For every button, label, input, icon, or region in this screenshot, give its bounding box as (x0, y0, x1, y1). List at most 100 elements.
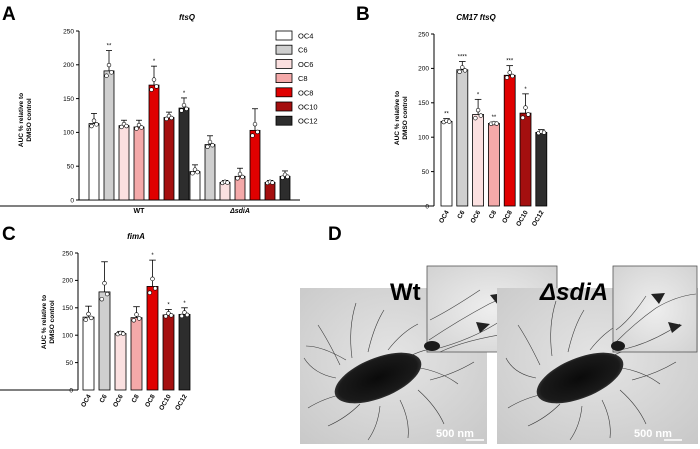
chart-a-bar (118, 125, 130, 201)
chart-a-bar (133, 126, 145, 201)
chart-c-data-point (153, 286, 158, 291)
micrograph-wt-inset-cell (424, 341, 440, 351)
panel-label-d: D (328, 224, 342, 245)
chart-a-legend-label: OC10 (298, 103, 318, 112)
chart-b-bar (503, 74, 516, 207)
micrograph-dsdia: ΔsdiA 500 nm (497, 265, 698, 444)
arrowhead-icon (668, 322, 682, 333)
chart-b-category-label: OC6 (470, 209, 483, 224)
chart-b-data-point (478, 113, 484, 118)
chart-c-ytick-label: 0 (69, 387, 73, 394)
chart-a-data-point (139, 125, 144, 130)
chart-a-data-point (195, 169, 200, 175)
chart-b-category-label: OC10 (515, 209, 530, 228)
chart-b-bar (535, 131, 548, 207)
chart-a-data-point (91, 118, 97, 123)
chart-c-category-label: OC4 (80, 393, 93, 408)
chart-b-data-point (462, 68, 468, 73)
micrograph-wt-scale-label: 500 nm (436, 428, 474, 440)
chart-a-data-point (235, 176, 240, 181)
chart-b-ytick-label: 150 (418, 100, 429, 107)
chart-a-ytick-label: 150 (63, 96, 74, 103)
chart-a-ytick-label: 250 (63, 28, 74, 35)
chart-b-data-point (473, 115, 478, 121)
chart-b-axes: 0 50 100 150 200 250 (0, 31, 435, 210)
chart-b-bar (487, 123, 500, 207)
chart-a-data-point (250, 133, 255, 138)
chart-a-legend-label: OC12 (298, 117, 318, 126)
chart-b-data-point (447, 119, 452, 124)
chart-b-data-point (523, 105, 528, 110)
chart-b-data-point (510, 73, 515, 79)
panel-label-b: B (356, 4, 370, 25)
chart-a-ylabel-line2: DMSO control (26, 98, 33, 142)
chart-b-data-point (457, 69, 462, 74)
chart-a-data-point (104, 73, 109, 78)
chart-b-bar (472, 114, 485, 207)
chart-b-ytick-label: 50 (422, 169, 430, 176)
micrograph-wt-cell (334, 352, 422, 404)
chart-b-ylabel-line2: DMSO control (402, 96, 409, 140)
micrograph-dsdia-inset-cell (611, 341, 625, 351)
chart-b-significance: **** (458, 55, 468, 61)
chart-b-category-label: OC12 (531, 209, 546, 228)
chart-c-bar (82, 316, 95, 391)
chart-a-legend-swatch (275, 115, 293, 126)
chart-b-bar (456, 69, 469, 207)
chart-c-fima: fimA 0 50 100 150 200 250 OC4 C6 OC6 C8 * OC8 * OC10… (0, 232, 191, 412)
chart-c-category-label: C8 (131, 393, 141, 404)
chart-c-ylabel-line1: AUC % relative to (41, 295, 48, 349)
chart-c-bar (178, 313, 191, 391)
chart-a-bar (148, 84, 160, 201)
micrograph-wt-pili (303, 302, 475, 441)
chart-c-data-point (150, 276, 155, 282)
chart-a-ytick-label: 50 (67, 164, 75, 171)
chart-c-bar (162, 314, 175, 391)
chart-c-data-point (137, 316, 142, 321)
chart-a-axes: 0 50 100 150 200 250 (63, 28, 300, 204)
chart-a-data-point (124, 123, 129, 129)
chart-a-bar (279, 175, 291, 201)
chart-c-significance: * (167, 302, 170, 308)
chart-b-significance: * (477, 92, 480, 98)
micrograph-wt-label: Wt (390, 279, 421, 306)
chart-a-bar (103, 70, 115, 201)
chart-a-data-point (237, 171, 243, 177)
chart-a-data-point (119, 124, 124, 130)
chart-a-legend-label: OC6 (298, 60, 313, 69)
chart-a-data-point (149, 87, 154, 92)
chart-a-data-point (109, 70, 114, 75)
chart-c-title: fimA (127, 232, 145, 241)
chart-a-legend-swatch (275, 44, 293, 55)
chart-c-ytick-label: 50 (66, 360, 74, 367)
chart-a-bar (219, 182, 231, 201)
chart-c-bar (98, 291, 111, 391)
chart-a-data-point (285, 174, 290, 179)
chart-a-significance: * (183, 91, 186, 97)
chart-a-legend: OC4 C6 OC6 C8 OC8 OC10 OC12 (275, 30, 318, 126)
chart-b-data-point (507, 70, 512, 75)
chart-b-significance: ** (444, 112, 449, 118)
chart-a-data-point (134, 126, 139, 131)
chart-c-category-label: OC12 (174, 393, 189, 412)
chart-a-ytick-label: 200 (63, 62, 74, 69)
chart-a-data-point (151, 77, 157, 82)
chart-c-data-point (121, 331, 126, 336)
chart-a-data-point (270, 180, 275, 185)
chart-b-data-point (504, 75, 510, 80)
chart-c-bars: OC4 C6 OC6 C8 * OC8 * OC10 * OC12 (80, 253, 191, 412)
chart-b-data-point (494, 121, 499, 126)
chart-a-data-point (240, 174, 245, 180)
chart-c-data-point (105, 291, 110, 297)
chart-a-data-point (280, 175, 285, 180)
chart-a-bar (88, 123, 100, 201)
chart-a-group-label: ΔsdiA (229, 208, 250, 215)
chart-a-data-point (225, 180, 230, 185)
chart-c-category-label: OC8 (144, 393, 157, 408)
chart-a-data-point (169, 115, 174, 121)
chart-b-ylabel-line1: AUC % relative to (394, 91, 401, 145)
chart-b-data-point (460, 65, 465, 70)
